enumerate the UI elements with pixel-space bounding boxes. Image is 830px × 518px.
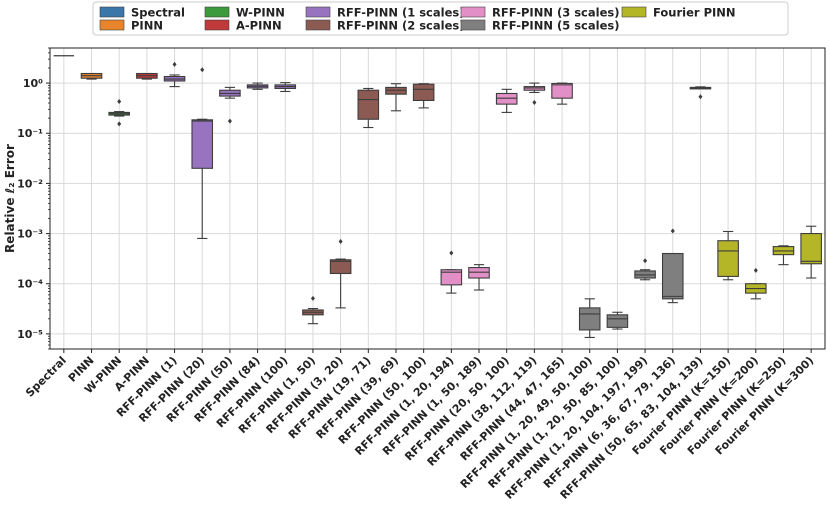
box-body bbox=[412, 83, 435, 102]
box-body bbox=[329, 259, 352, 275]
box-body bbox=[578, 307, 601, 331]
legend-label: RFF-PINN (5 scales) bbox=[492, 19, 619, 33]
outlier-point bbox=[172, 61, 177, 67]
legend-label: PINN bbox=[131, 19, 163, 33]
box-body bbox=[440, 269, 463, 286]
box-body bbox=[495, 92, 518, 105]
box-19 bbox=[578, 298, 601, 338]
outlier-point bbox=[670, 228, 675, 234]
box-body bbox=[661, 252, 684, 300]
legend-label: Fourier PINN bbox=[653, 6, 736, 20]
outlier-point bbox=[227, 118, 232, 124]
y-tick-label: 10⁻² bbox=[17, 177, 43, 190]
box-26 bbox=[772, 245, 795, 266]
legend-swatch bbox=[204, 6, 230, 18]
box-9 bbox=[302, 295, 324, 325]
outlier-point bbox=[310, 295, 315, 301]
legend-swatch bbox=[621, 6, 647, 18]
legend-label: RFF-PINN (1 scales) bbox=[337, 6, 464, 20]
outlier-point bbox=[449, 250, 454, 256]
legend-label: Spectral bbox=[131, 6, 185, 20]
outlier-point bbox=[200, 67, 205, 73]
outlier-point bbox=[532, 100, 537, 106]
legend-label: RFF-PINN (2 scales) bbox=[337, 19, 464, 33]
y-tick-label: 10⁻⁴ bbox=[17, 278, 43, 291]
plot-frame bbox=[49, 47, 826, 350]
legend-label: RFF-PINN (3 scales) bbox=[492, 6, 619, 20]
box-body bbox=[551, 82, 573, 99]
box-25 bbox=[745, 267, 767, 300]
box-6 bbox=[219, 86, 241, 124]
y-tick-label: 10⁻⁵ bbox=[17, 328, 43, 341]
legend-frame bbox=[92, 1, 789, 36]
box-3 bbox=[136, 72, 158, 80]
box-7 bbox=[246, 82, 269, 90]
legend-swatch bbox=[305, 19, 331, 31]
outlier-point bbox=[117, 121, 122, 127]
box-27 bbox=[800, 225, 822, 279]
outlier-point bbox=[643, 258, 648, 264]
box-13 bbox=[412, 83, 435, 109]
box-body bbox=[357, 89, 380, 120]
legend-swatch bbox=[99, 19, 125, 31]
outlier-point bbox=[753, 267, 758, 273]
outlier-point bbox=[698, 94, 703, 100]
box-16 bbox=[495, 88, 518, 113]
box-11 bbox=[357, 87, 380, 129]
box-24 bbox=[717, 230, 739, 281]
box-23 bbox=[689, 86, 712, 100]
y-axis: 10⁰ 10⁻¹ 10⁻² 10⁻³ 10⁻⁴ 10⁻⁵ bbox=[17, 47, 50, 350]
y-tick-label: 10⁻³ bbox=[17, 228, 43, 241]
box-8 bbox=[274, 82, 297, 93]
legend-swatch bbox=[460, 19, 486, 31]
box-1 bbox=[80, 72, 103, 80]
box-2 bbox=[108, 98, 130, 127]
legend-swatch bbox=[99, 6, 125, 18]
grid bbox=[50, 48, 825, 349]
box-body bbox=[468, 267, 490, 279]
legend-label: W-PINN bbox=[236, 6, 285, 20]
box-body bbox=[717, 240, 739, 277]
y-tick-label: 10⁰ bbox=[23, 77, 43, 90]
outlier-point bbox=[338, 238, 343, 244]
box-15 bbox=[468, 264, 490, 291]
box-body bbox=[800, 233, 822, 265]
y-axis-label: Relative ℓ₂ Error bbox=[3, 144, 17, 253]
box-10 bbox=[329, 238, 352, 309]
box-body bbox=[385, 86, 407, 95]
legend-label: A-PINN bbox=[236, 19, 282, 33]
box-body bbox=[606, 314, 629, 328]
x-tick-label: Spectral bbox=[23, 354, 69, 400]
box-body bbox=[191, 119, 214, 169]
box-5 bbox=[191, 67, 214, 239]
boxes bbox=[53, 55, 822, 338]
legend-swatch bbox=[305, 6, 331, 18]
box-14 bbox=[440, 250, 463, 294]
box-21 bbox=[634, 258, 656, 281]
legend-swatch bbox=[204, 19, 230, 31]
box-22 bbox=[661, 228, 684, 304]
box-12 bbox=[385, 83, 407, 112]
y-tick-label: 10⁻¹ bbox=[17, 127, 43, 140]
box-17 bbox=[523, 82, 546, 106]
box-20 bbox=[606, 311, 629, 330]
box-18 bbox=[551, 82, 573, 105]
legend-swatch bbox=[460, 6, 486, 18]
outlier-point bbox=[117, 98, 122, 104]
box-4 bbox=[163, 61, 186, 88]
